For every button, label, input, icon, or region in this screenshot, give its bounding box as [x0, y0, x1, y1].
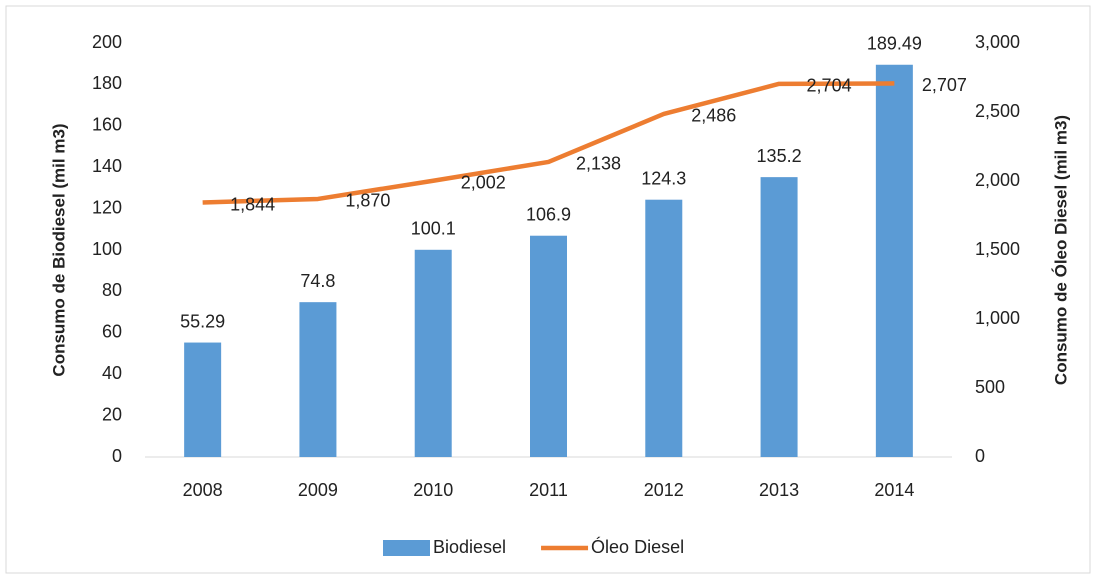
- x-tick-label: 2010: [413, 480, 453, 500]
- bar: [760, 177, 798, 458]
- y-tick-label: 40: [102, 363, 122, 383]
- y2-axis-title: Consumo de Óleo Diesel (mil m3): [1051, 115, 1070, 385]
- bar-value-label: 106.9: [526, 204, 571, 224]
- legend-label: Biodiesel: [433, 537, 506, 557]
- bar-value-label: 124.3: [641, 168, 686, 188]
- line-value-label: 2,707: [922, 75, 967, 95]
- bar-value-label: 74.8: [300, 271, 335, 291]
- y-tick-label: 0: [112, 446, 122, 466]
- line: [202, 81, 895, 205]
- bar: [875, 64, 913, 457]
- y2-tick-label: 1,500: [975, 239, 1020, 259]
- y-axis-title: Consumo de Biodiesel (mil m3): [49, 123, 68, 376]
- y-tick-label: 120: [92, 197, 122, 217]
- bar-value-label: 189.49: [867, 34, 922, 54]
- y2-tick-label: 0: [975, 446, 985, 466]
- x-tick-label: 2011: [529, 480, 568, 500]
- bar: [530, 235, 567, 457]
- line-value-label: 1,844: [230, 194, 275, 214]
- x-tick-label: 2008: [183, 480, 223, 500]
- bar-value-label: 135.2: [757, 146, 802, 166]
- y2-tick-label: 2,500: [975, 101, 1020, 121]
- bar-value-label: 100.1: [411, 219, 456, 239]
- bar-value-label: 55.29: [180, 311, 225, 331]
- x-tick-label: 2014: [874, 480, 914, 500]
- y2-tick-label: 1,000: [975, 308, 1020, 328]
- bar: [184, 342, 222, 457]
- x-tick-label: 2013: [759, 480, 799, 500]
- bar: [645, 199, 683, 457]
- y2-tick-label: 3,000: [975, 32, 1020, 52]
- y2-tick-label: 500: [975, 377, 1005, 397]
- y-tick-label: 20: [102, 404, 122, 424]
- line-value-label: 2,002: [461, 172, 506, 192]
- y2-tick-label: 2,000: [975, 170, 1020, 190]
- x-tick-label: 2012: [644, 480, 684, 500]
- y-tick-label: 180: [92, 73, 122, 93]
- y-tick-label: 160: [92, 115, 122, 135]
- y-tick-label: 60: [102, 322, 122, 342]
- line-value-label: 2,138: [576, 154, 621, 174]
- line-value-label: 1,870: [345, 191, 390, 211]
- line-value-label: 2,704: [807, 76, 852, 96]
- legend-swatch: [383, 540, 430, 556]
- legend-label: Óleo Diesel: [591, 536, 684, 557]
- line-value-label: 2,486: [691, 106, 736, 126]
- y-tick-label: 80: [102, 280, 122, 300]
- y-tick-label: 200: [92, 32, 122, 52]
- y-tick-label: 140: [92, 156, 122, 176]
- bar: [414, 249, 452, 457]
- bar: [299, 302, 337, 457]
- x-tick-label: 2009: [298, 480, 338, 500]
- y-tick-label: 100: [92, 239, 122, 259]
